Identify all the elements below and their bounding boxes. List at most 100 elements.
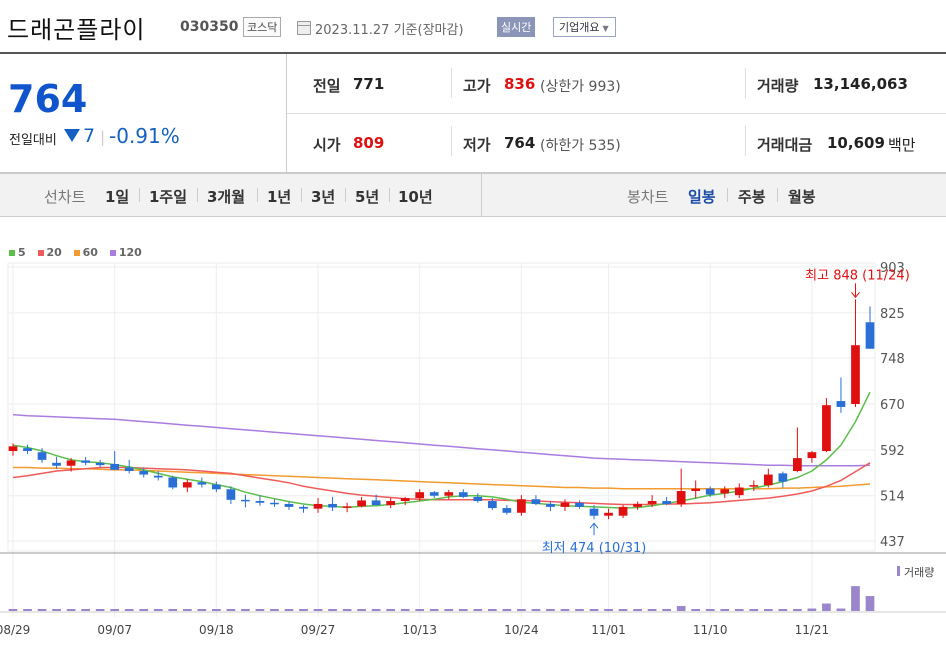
volume-bar (415, 609, 425, 611)
candle-body (589, 508, 599, 516)
volume-bar (807, 608, 817, 611)
x-tick-label: 11/10 (693, 623, 728, 637)
volume-bar (241, 609, 250, 611)
volume-label: 거래량 (757, 77, 799, 95)
volume-bar (502, 609, 512, 611)
candle-monthly[interactable]: 월봉 (788, 188, 816, 206)
y-tick-label: 514 (880, 490, 905, 505)
realtime-button[interactable]: 실시간 (497, 17, 536, 37)
current-price: 764 (8, 77, 88, 121)
candle-body (52, 462, 61, 466)
separator (727, 188, 728, 202)
volume-bar (546, 609, 555, 611)
volume-bar (386, 609, 396, 611)
volume-bar (139, 609, 149, 611)
y-tick-label: 670 (880, 398, 905, 413)
amount-label: 거래대금 (757, 136, 813, 154)
stock-code: 030350 (180, 19, 239, 35)
calendar-icon (297, 21, 311, 35)
legend-label: 5 (18, 246, 26, 259)
candle-body (95, 462, 105, 466)
x-tick-label: 11/01 (591, 623, 626, 637)
candle-body (531, 499, 541, 504)
candle-body (139, 471, 149, 475)
change-label: 전일대비 (9, 133, 57, 148)
period-3y[interactable]: 3년 (311, 188, 336, 206)
candle-body (720, 489, 730, 494)
volume-bar (124, 609, 134, 611)
candle-body (241, 499, 250, 502)
candle-body (807, 452, 817, 459)
x-tick-label: 10/24 (504, 623, 539, 637)
period-5y[interactable]: 5년 (355, 188, 380, 206)
candle-body (124, 467, 134, 472)
candle-body (197, 482, 207, 485)
candle-body (386, 501, 396, 506)
candle-body (473, 496, 483, 502)
volume-bar (168, 609, 178, 611)
legend-ma5: 5 (9, 246, 26, 259)
candle-body (153, 475, 163, 478)
high-label: 고가 (463, 77, 491, 95)
candle-body (734, 487, 744, 496)
candle-body (763, 474, 773, 486)
volume-bar (284, 609, 294, 611)
y-tick-label: 592 (880, 444, 905, 459)
volume-bar (458, 609, 468, 611)
candle-weekly[interactable]: 주봉 (738, 188, 766, 206)
candle-body (444, 492, 454, 496)
amount-value: 10,609 (827, 134, 885, 152)
candle-body (618, 506, 628, 516)
candle-body (371, 500, 381, 506)
candle-body (8, 446, 18, 452)
open-label: 시가 (313, 136, 341, 154)
volume-bar (749, 609, 759, 611)
ma120-line (12, 413, 871, 467)
volume-bar (604, 609, 613, 611)
volume-bar (37, 609, 47, 611)
volume-bar (778, 609, 788, 611)
stock-chart[interactable]: 903 825 748 670 592 514 437 08/29 09/07 09/18 09/2… (0, 236, 946, 648)
candle-body (502, 508, 512, 513)
candle-daily[interactable]: 일봉 (688, 188, 716, 206)
candle-body (691, 488, 701, 492)
period-10y[interactable]: 10년 (398, 188, 433, 206)
volume-bar (400, 609, 410, 611)
volume-bar (110, 609, 120, 611)
candle-body (37, 452, 47, 460)
period-1y[interactable]: 1년 (267, 188, 292, 206)
volume-bar (763, 609, 773, 611)
volume-bar (429, 609, 439, 611)
legend-ma60: 60 (73, 246, 98, 259)
candle-body (110, 463, 120, 470)
line-chart-label: 선차트 (44, 188, 86, 206)
candle-body (865, 322, 875, 349)
volume-bar (647, 609, 657, 611)
volume-bar (313, 609, 323, 611)
candle-body (415, 492, 425, 499)
volume-bar (560, 609, 570, 611)
period-1w[interactable]: 1주일 (149, 188, 188, 206)
y-tick-label: 748 (880, 352, 905, 367)
period-1d[interactable]: 1일 (105, 188, 130, 206)
down-triangle-icon (64, 129, 80, 142)
volume-bar (473, 609, 483, 611)
x-tick-label: 09/27 (301, 623, 336, 637)
candle-body (662, 501, 672, 504)
volume-bar (705, 609, 715, 611)
legend-swatch (9, 250, 15, 256)
candle-body (836, 401, 846, 407)
legend-swatch (109, 250, 116, 256)
period-3m[interactable]: 3개월 (207, 188, 246, 206)
y-tick-label: 437 (880, 535, 905, 550)
candle-body (342, 506, 352, 508)
company-overview-dropdown[interactable]: 기업개요 ▼ (553, 17, 616, 37)
candle-body (299, 506, 308, 509)
candle-body (400, 498, 410, 502)
divider (745, 126, 746, 156)
change-value: 7 (83, 125, 96, 147)
period-bar: 선차트 1일 1주일 3개월 1년 3년 5년 10년 봉차트 일봉 주봉 월봉 (0, 173, 946, 217)
change-rate: -0.91% (109, 124, 180, 148)
legend-swatch (37, 250, 44, 256)
candle-body (604, 512, 613, 516)
